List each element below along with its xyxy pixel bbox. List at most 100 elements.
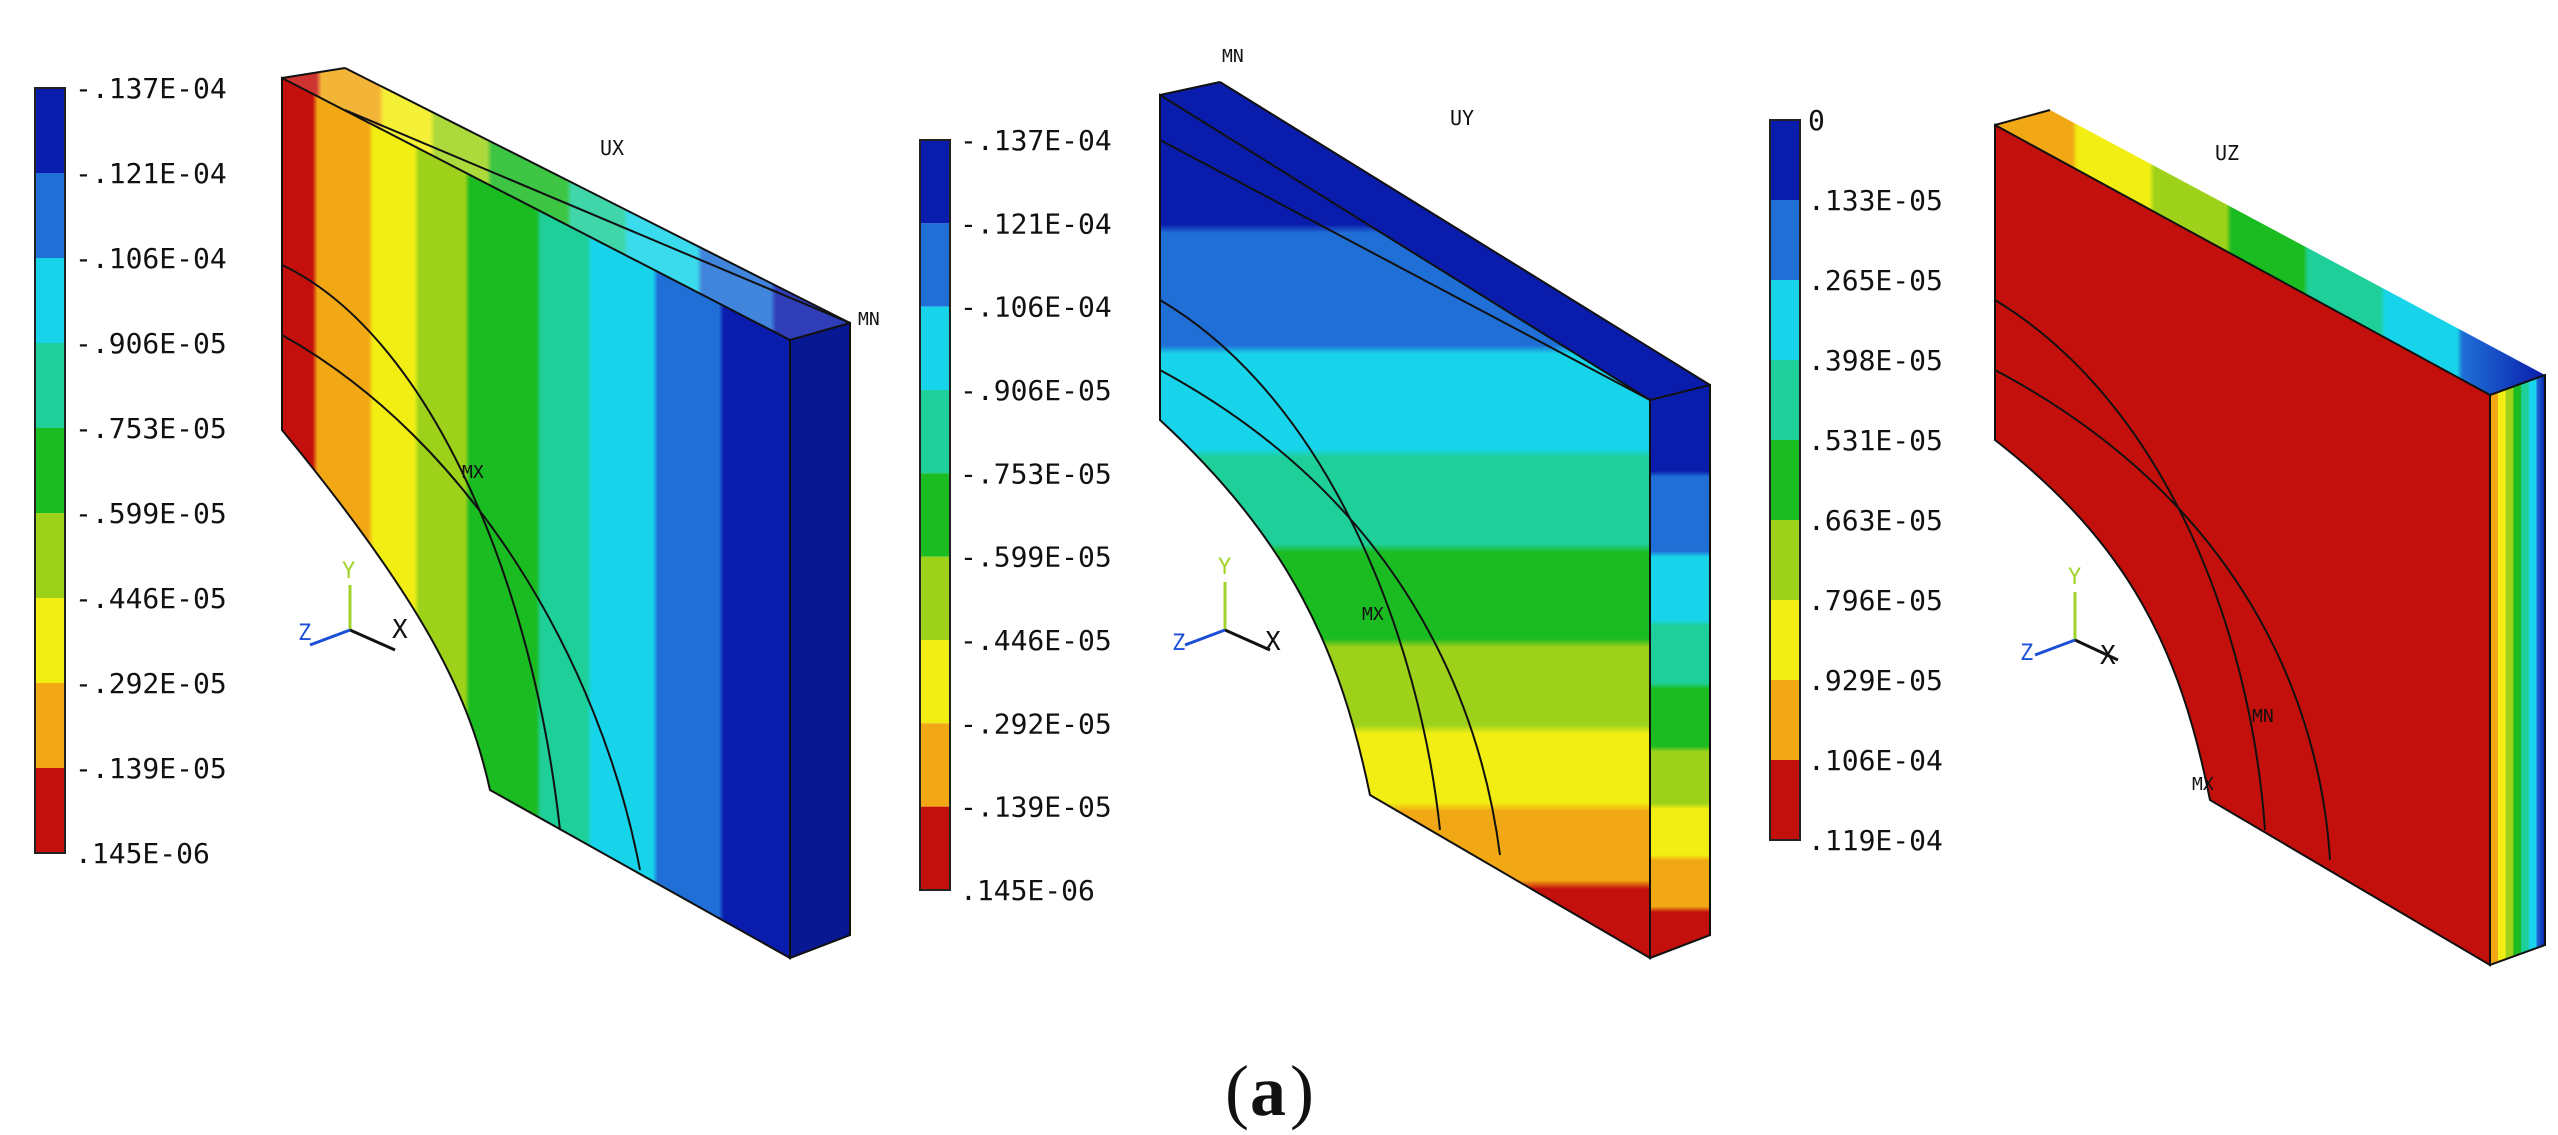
figure-caption-letter: a [1250, 1051, 1286, 1131]
uy-axis-z-label: Z [1172, 631, 1185, 656]
legend-swatch [1770, 200, 1800, 280]
uz-axis-x-label: X [2100, 641, 2116, 671]
legend-tick-label: .265E-05 [1808, 264, 1943, 297]
legend-swatch [35, 513, 65, 598]
legend-swatch [1770, 520, 1800, 600]
legend-tick-label: -.292E-05 [960, 707, 1112, 740]
uz-section-arc-2 [1994, 369, 2331, 861]
legend-swatch [35, 88, 65, 173]
legend-tick-label: -.599E-05 [960, 541, 1112, 574]
ux-result-label: UX [600, 136, 624, 160]
legend-swatch [1770, 360, 1800, 440]
legend-frame [34, 87, 66, 854]
legend-swatch [1770, 280, 1800, 360]
legend-tick-label: .398E-05 [1808, 344, 1943, 377]
ux-plate-front [281, 76, 791, 960]
legend-tick-label: .531E-05 [1808, 424, 1943, 457]
ux-max-marker: MX [462, 462, 484, 483]
legend-tick-label: 0 [1808, 104, 1825, 137]
legend-swatch [920, 306, 950, 390]
legend-ux: -.137E-04 -.121E-04 -.106E-04 -.906E-05 -.75… [34, 72, 227, 870]
legend-tick-label: -.106E-04 [960, 291, 1112, 324]
legend-tick-label: -.753E-05 [960, 457, 1112, 490]
ux-min-marker: MN [858, 309, 880, 330]
legend-swatch [35, 173, 65, 258]
legend-tick-label: .929E-05 [1808, 664, 1943, 697]
uz-axis-y-label: Y [2068, 565, 2081, 590]
legend-tick-label: .119E-04 [1808, 824, 1943, 857]
ux-section-arc-1 [281, 264, 561, 831]
legend-tick-label: -.121E-04 [75, 157, 227, 190]
legend-tick-label: .663E-05 [1808, 504, 1943, 537]
legend-tick-label: -.137E-04 [960, 124, 1112, 157]
uz-result-label: UZ [2215, 141, 2239, 165]
legend-swatch [920, 473, 950, 557]
legend-swatch [1770, 680, 1800, 760]
figure-caption-close: ) [1290, 1051, 1314, 1131]
ux-axis-triad: Y X Z [298, 559, 408, 652]
ux-edge-top [344, 109, 851, 324]
uz-axis-triad: Y X Z [2020, 565, 2119, 671]
uy-edge-top [1159, 139, 1651, 401]
uy-plate-top [1160, 82, 1710, 400]
uz-axis-z-label: Z [2020, 641, 2033, 666]
uz-max-marker: MX [2192, 774, 2214, 795]
legend-tick-label: -.121E-04 [960, 207, 1112, 240]
ux-axis-x-label: X [392, 615, 408, 645]
ux-plate-side [789, 321, 851, 960]
uz-plate-front [1994, 123, 2491, 967]
legend-swatch [920, 223, 950, 307]
legend-tick-label: -.753E-05 [75, 412, 227, 445]
uz-plate-top [1995, 110, 2545, 395]
legend-swatch [1770, 440, 1800, 520]
legend-uy: -.137E-04 -.121E-04 -.106E-04 -.906E-05 -.75… [919, 124, 1112, 907]
ux-section-arc-2 [281, 334, 641, 871]
legend-tick-label: -.139E-05 [75, 752, 227, 785]
legend-swatch [920, 556, 950, 640]
legend-tick-label: .796E-05 [1808, 584, 1943, 617]
legend-swatch [920, 390, 950, 474]
uy-axis-x-label: X [1265, 627, 1281, 657]
uy-result-label: UY [1450, 106, 1474, 130]
legend-tick-label: -.292E-05 [75, 667, 227, 700]
legend-tick-label: .145E-06 [960, 874, 1095, 907]
legend-swatch [920, 140, 950, 224]
uy-section-arc-2 [1159, 369, 1501, 856]
legend-tick-label: -.446E-05 [75, 582, 227, 615]
legend-tick-label: -.106E-04 [75, 242, 227, 275]
legend-swatch [1770, 120, 1800, 200]
legend-tick-label: .106E-04 [1808, 744, 1943, 777]
ux-axis-z-label: Z [298, 621, 311, 646]
legend-frame [919, 139, 951, 891]
legend-swatch [920, 640, 950, 724]
legend-swatch [35, 343, 65, 428]
uy-axis-triad: Y X Z [1172, 555, 1281, 657]
legend-tick-label: -.137E-04 [75, 72, 227, 105]
legend-swatch [1770, 760, 1800, 840]
legend-tick-label: -.446E-05 [960, 624, 1112, 657]
legend-frame [1769, 119, 1801, 841]
panel-ux: -.137E-04 -.121E-04 -.106E-04 -.906E-05 -.75… [34, 67, 880, 960]
uy-axis-y-label: Y [1218, 555, 1231, 580]
legend-swatch [1770, 600, 1800, 680]
figure-caption-open: ( [1225, 1051, 1249, 1131]
legend-tick-label: -.139E-05 [960, 791, 1112, 824]
legend-swatch [35, 683, 65, 768]
legend-swatch [35, 598, 65, 683]
legend-tick-label: .133E-05 [1808, 184, 1943, 217]
uy-plate-front [1159, 93, 1651, 960]
uy-min-marker: MN [1222, 46, 1244, 67]
ux-axis-y-label: Y [342, 559, 355, 584]
legend-swatch [35, 768, 65, 853]
legend-tick-label: -.599E-05 [75, 497, 227, 530]
legend-uz: 0 .133E-05 .265E-05 .398E-05 .531E-05 .663E-0… [1769, 104, 1943, 857]
legend-swatch [920, 723, 950, 807]
legend-tick-label: .145E-06 [75, 837, 210, 870]
uz-plate-side [2489, 373, 2546, 967]
uy-section-arc-1 [1159, 299, 1441, 831]
legend-tick-label: -.906E-05 [960, 374, 1112, 407]
uz-min-marker: MN [2252, 706, 2274, 727]
panel-uz: 0 .133E-05 .265E-05 .398E-05 .531E-05 .663E-0… [1769, 104, 2546, 967]
legend-swatch [920, 806, 950, 890]
